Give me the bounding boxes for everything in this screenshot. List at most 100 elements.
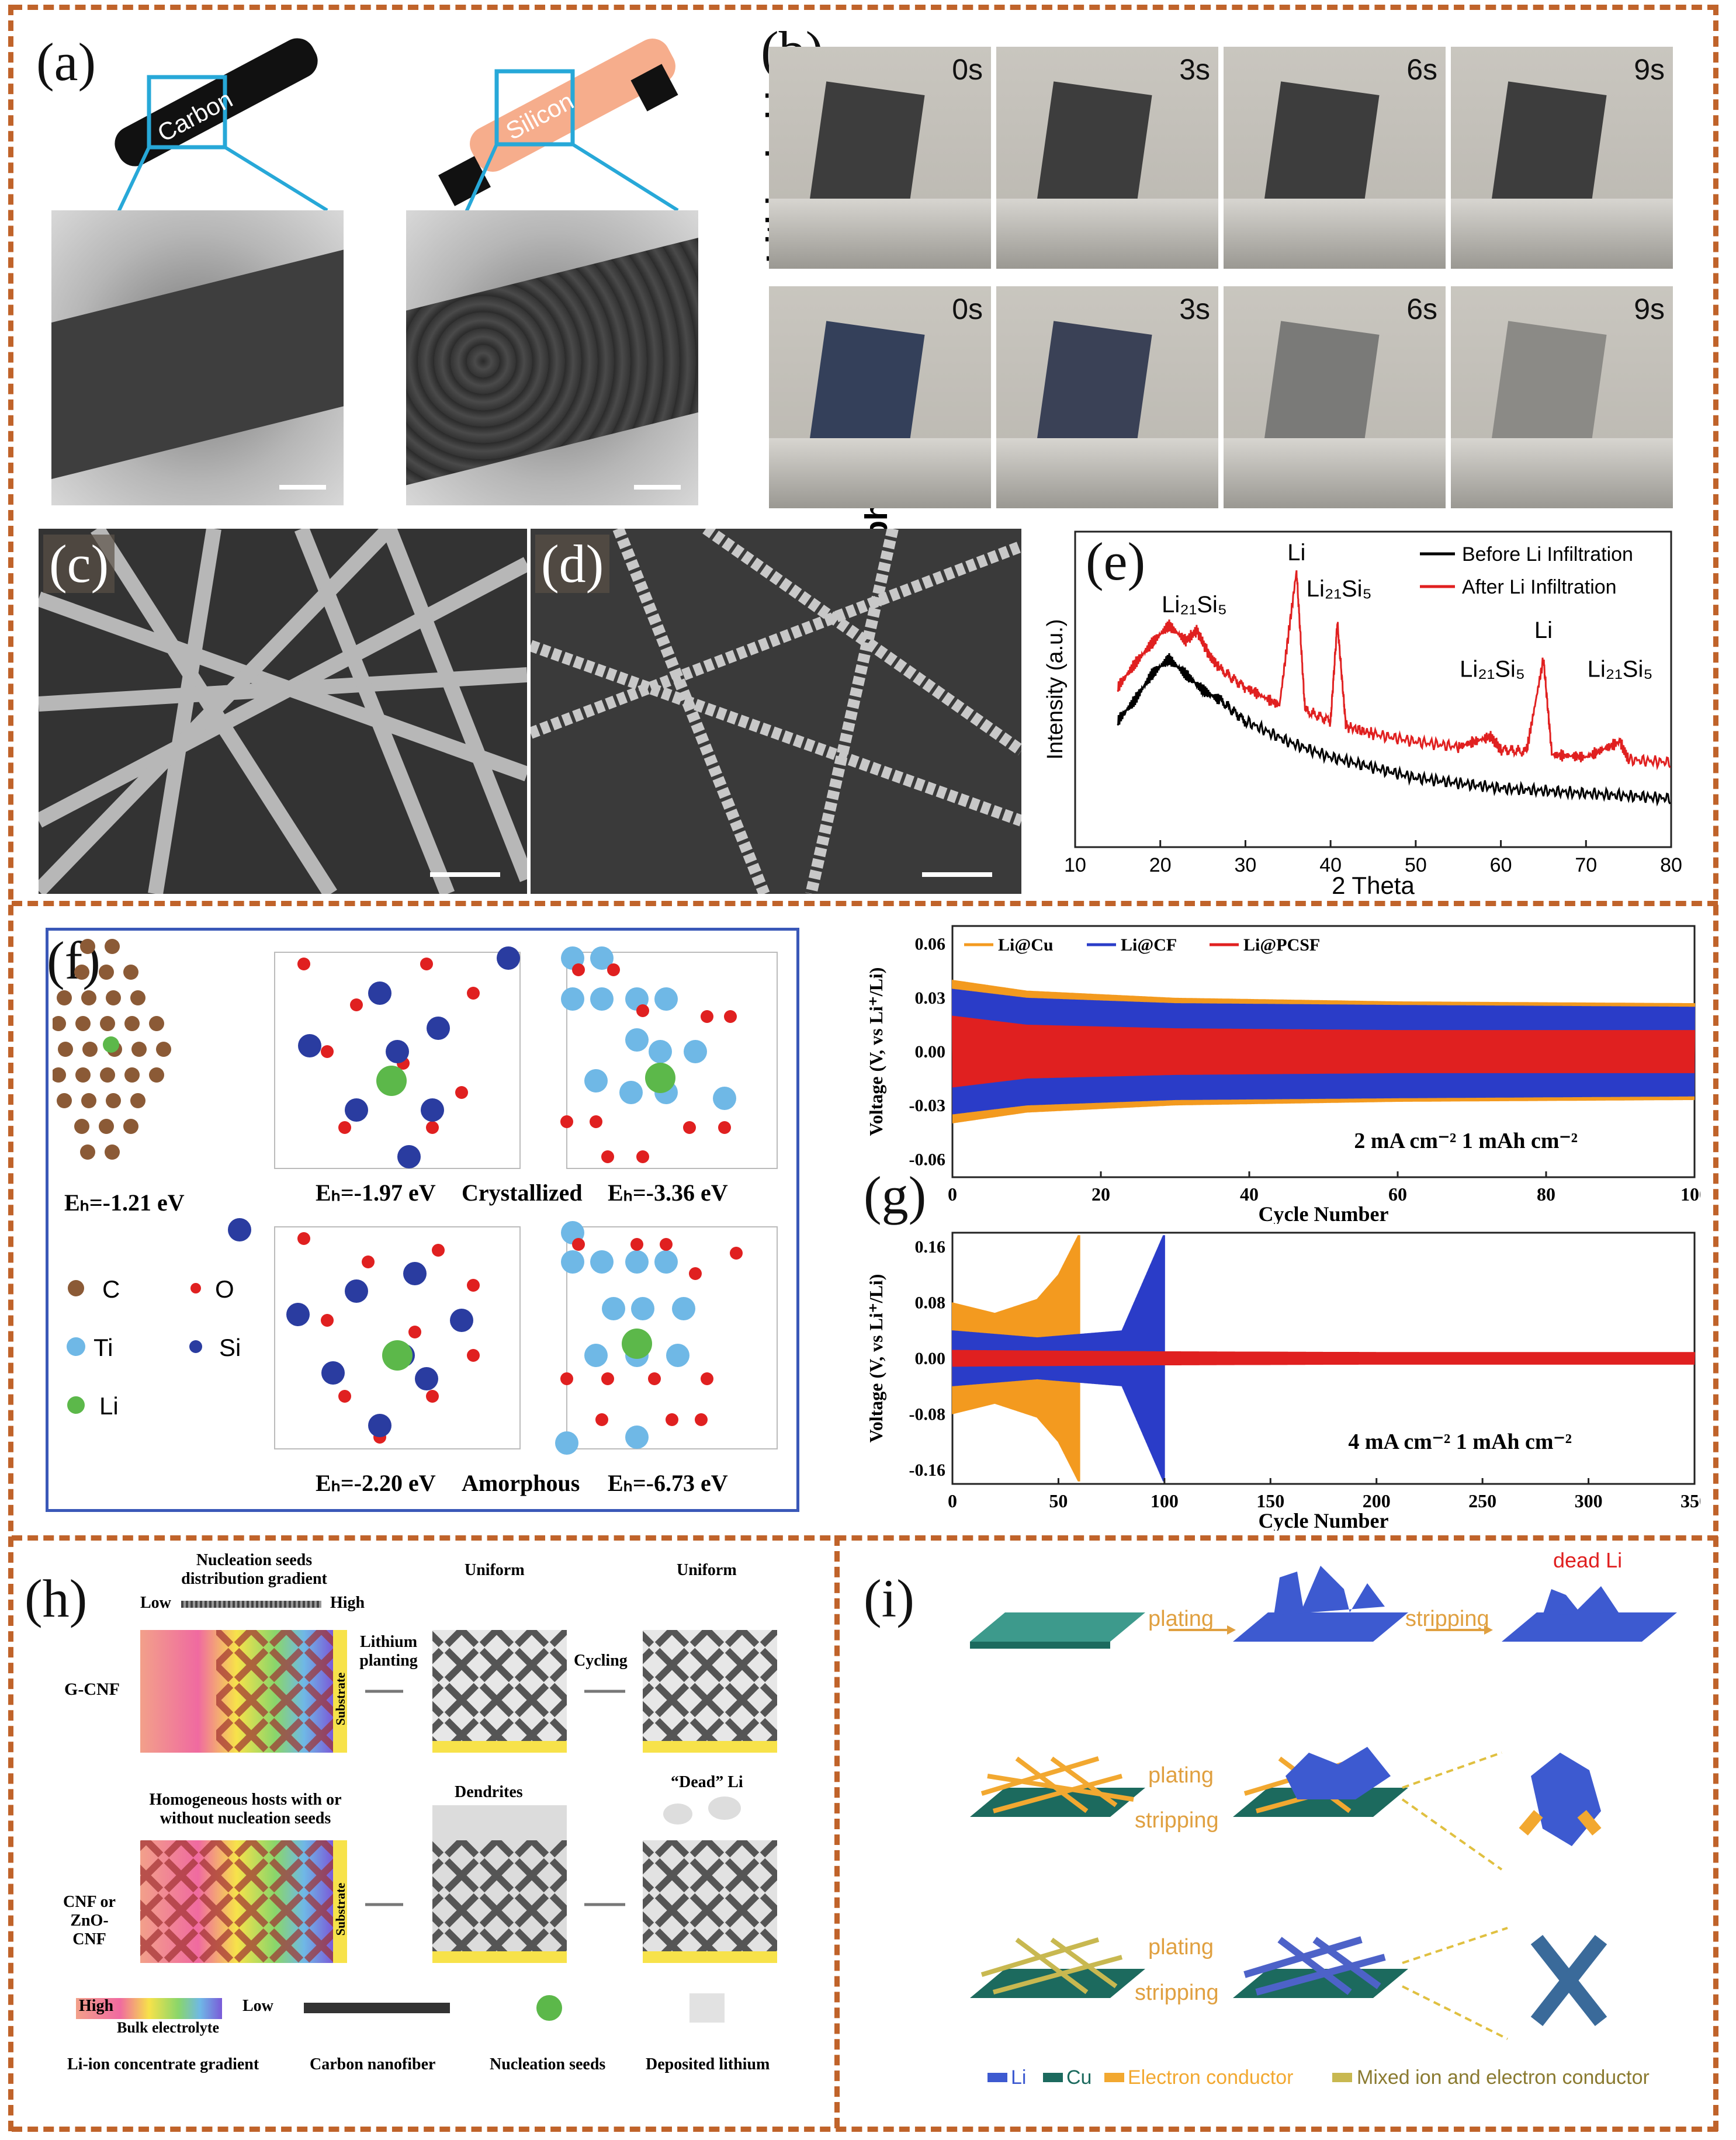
time-label: 0s bbox=[952, 293, 983, 325]
panel-a-label: (a) bbox=[36, 32, 96, 92]
silicon-atom bbox=[368, 1414, 391, 1437]
silicon-atom bbox=[368, 981, 391, 1005]
cycling-xtick-label: 60 bbox=[1388, 1184, 1407, 1205]
silicon-atom bbox=[415, 1367, 438, 1390]
legend-cu-i: Cu bbox=[1066, 2066, 1092, 2089]
xrd-peak-label: Li bbox=[1534, 618, 1553, 643]
time-label: 9s bbox=[1634, 293, 1665, 325]
hosts-schematic bbox=[76, 1630, 777, 2023]
frame-lithiophobic-9s: 9s bbox=[1451, 47, 1673, 269]
border-mid1 bbox=[12, 901, 1718, 906]
carbon-atom bbox=[80, 939, 95, 954]
sem-image-d: (d) bbox=[531, 529, 1021, 894]
cycling-label: Cycling bbox=[574, 1652, 628, 1670]
energy-label-2: Eₕ=-1.97 eV bbox=[316, 1180, 436, 1206]
titanium-atom bbox=[555, 1431, 578, 1455]
xrd-xtick-label: 70 bbox=[1575, 854, 1597, 876]
plating-label-1: plating bbox=[1148, 1607, 1214, 1631]
legend-nucleation-seeds: Nucleation seeds bbox=[490, 2055, 606, 2073]
lithium-atom bbox=[376, 1066, 407, 1096]
lithium-atom bbox=[622, 1329, 652, 1359]
cycling-xtick-label: 100 bbox=[1680, 1184, 1700, 1205]
xrd-peak-label: Li bbox=[1287, 540, 1305, 566]
sem-image-c: (c) bbox=[39, 529, 527, 894]
carbon-atom bbox=[130, 1093, 145, 1108]
xrd-peak-label: Li₂₁Si₅ bbox=[1588, 656, 1653, 682]
cycling-top-xlabel: Cycle Number bbox=[1259, 1202, 1389, 1224]
crystallized-label: Crystallized bbox=[462, 1180, 583, 1206]
cycling-xtick-label: 100 bbox=[1151, 1490, 1179, 1511]
carbon-atom bbox=[124, 1016, 140, 1031]
oxygen-atom bbox=[560, 1115, 573, 1128]
carbon-atom bbox=[53, 1016, 66, 1031]
carbon-atom bbox=[100, 1016, 115, 1031]
xrd-xtick-label: 40 bbox=[1319, 854, 1342, 876]
oxygen-atom bbox=[467, 1349, 480, 1362]
titanium-atom bbox=[590, 946, 614, 970]
oxygen-atom bbox=[572, 963, 585, 976]
oxygen-atom bbox=[455, 1086, 468, 1099]
panel-g-label: (g) bbox=[864, 1166, 927, 1225]
cycling-xtick-label: 40 bbox=[1240, 1184, 1259, 1205]
xrd-xtick-label: 80 bbox=[1660, 854, 1682, 876]
cycling-legend-label: Li@CF bbox=[1121, 935, 1177, 955]
oxygen-atom bbox=[701, 1010, 713, 1023]
titanium-atom bbox=[684, 1040, 707, 1063]
titanium-atom bbox=[584, 1344, 608, 1367]
carbon-atom bbox=[58, 1042, 73, 1057]
time-label: 3s bbox=[1179, 293, 1210, 325]
carbon-atom bbox=[53, 1067, 66, 1083]
oxygen-atom bbox=[321, 1045, 334, 1058]
oxygen-atom bbox=[636, 1150, 649, 1163]
tem-carbon-image bbox=[51, 210, 344, 505]
time-label: 9s bbox=[1634, 53, 1665, 86]
titanium-atom bbox=[672, 1297, 695, 1320]
substrate-label-1: Substrate bbox=[333, 1672, 348, 1726]
silicon-atom bbox=[397, 1145, 421, 1168]
xrd-peak-label: Li₂₁Si₅ bbox=[1162, 592, 1227, 618]
oxygen-atom bbox=[321, 1314, 334, 1327]
frame-lithiophobic-3s: 3s bbox=[996, 47, 1218, 269]
titanium-atom bbox=[619, 1081, 643, 1104]
bulk-electrolyte-label: Bulk electrolyte bbox=[117, 2019, 219, 2036]
oxygen-atom bbox=[432, 1244, 445, 1257]
cycling-xtick-label: 300 bbox=[1575, 1490, 1603, 1511]
oxygen-atom bbox=[683, 1121, 696, 1134]
oxygen-atom bbox=[297, 1232, 310, 1245]
silicon-atom bbox=[321, 1361, 345, 1385]
stripping-label-1: stripping bbox=[1405, 1607, 1489, 1631]
oxygen-atom bbox=[350, 998, 363, 1011]
oxygen-atom bbox=[426, 1121, 439, 1134]
legend-o: O bbox=[215, 1275, 234, 1303]
titanium-atom bbox=[625, 1028, 649, 1052]
dft-structures bbox=[53, 939, 778, 1455]
lithium-atom bbox=[103, 1036, 119, 1053]
cycling-top-note: 2 mA cm⁻² 1 mAh cm⁻² bbox=[1354, 1129, 1578, 1153]
titanium-atom bbox=[713, 1087, 736, 1110]
cycling-ytick-label: 0.00 bbox=[915, 1349, 946, 1368]
frame-lithiophilic-6s: 6s bbox=[1224, 286, 1446, 508]
carbon-atom bbox=[149, 1016, 164, 1031]
titanium-atom bbox=[654, 987, 678, 1011]
stripping-label-2: stripping bbox=[1135, 1808, 1219, 1833]
oxygen-atom bbox=[338, 1390, 351, 1403]
xrd-xtick-label: 60 bbox=[1490, 854, 1512, 876]
cycling-xtick-label: 350 bbox=[1680, 1490, 1700, 1511]
cycling-xtick-label: 50 bbox=[1049, 1490, 1068, 1511]
carbon-atom bbox=[106, 990, 121, 1005]
gradient-high: High bbox=[330, 1594, 365, 1612]
silicon-atom bbox=[403, 1262, 427, 1285]
amorphous-label: Amorphous bbox=[462, 1470, 580, 1496]
gradient-low: Low bbox=[140, 1594, 171, 1612]
carbon-atom bbox=[57, 1093, 72, 1108]
titanium-atom bbox=[602, 1297, 625, 1320]
legend-low: Low bbox=[242, 1997, 273, 2015]
carbon-atom bbox=[124, 1067, 140, 1083]
carbon-atom bbox=[100, 1067, 115, 1083]
xrd-chart: 10 20 30 40 50 60 70 80 LiLi₂₁Si₅Li₂₁Si₅LiLi₂₁S… bbox=[1046, 530, 1682, 899]
titanium-atom bbox=[561, 1250, 584, 1274]
oxygen-atom bbox=[467, 987, 480, 1000]
stripping-label-3: stripping bbox=[1135, 1981, 1219, 2005]
oxygen-atom bbox=[701, 1372, 713, 1385]
lithium-planting-label: Lithium planting bbox=[359, 1633, 418, 1670]
